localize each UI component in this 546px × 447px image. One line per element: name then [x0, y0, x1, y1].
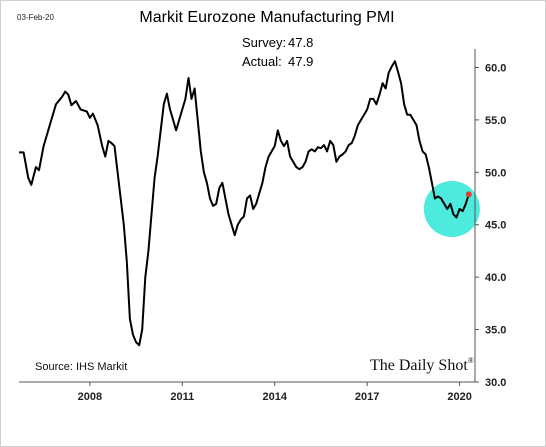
axes: 30.0 35.0 40.0 45.0 50.0 55.0 60.0 2008 2011 2014…: [19, 49, 506, 403]
latest-point: [465, 191, 472, 198]
x-tick-label: 2017: [355, 391, 379, 403]
brand-mark: ®: [468, 356, 474, 365]
y-tick-label: 60.0: [485, 62, 506, 74]
y-tick-label: 30.0: [485, 377, 506, 389]
brand-logo: The Daily Shot®: [370, 356, 474, 374]
x-tick-label: 2008: [78, 391, 102, 403]
actual-label: Actual:: [242, 54, 282, 69]
source-note: Source: IHS Markit: [35, 361, 127, 373]
y-tick-label: 40.0: [485, 272, 506, 284]
survey-label: Survey:: [242, 35, 286, 50]
series-layer: [19, 60, 472, 347]
x-tick-label: 2020: [447, 391, 471, 403]
pmi-series-line: [19, 60, 470, 347]
x-tick-label: 2011: [170, 391, 194, 403]
y-tick-label: 55.0: [485, 115, 506, 127]
survey-value: 47.8: [288, 35, 313, 50]
y-tick-label: 35.0: [485, 325, 506, 337]
actual-value: 47.9: [288, 54, 313, 69]
chart-title: Markit Eurozone Manufacturing PMI: [139, 9, 394, 26]
x-tick-label: 2014: [262, 391, 287, 403]
y-tick-label: 50.0: [485, 167, 506, 179]
y-tick-label: 45.0: [485, 220, 506, 232]
brand-name: The Daily Shot: [370, 357, 468, 374]
date-stamp: 03-Feb-20: [17, 13, 54, 22]
